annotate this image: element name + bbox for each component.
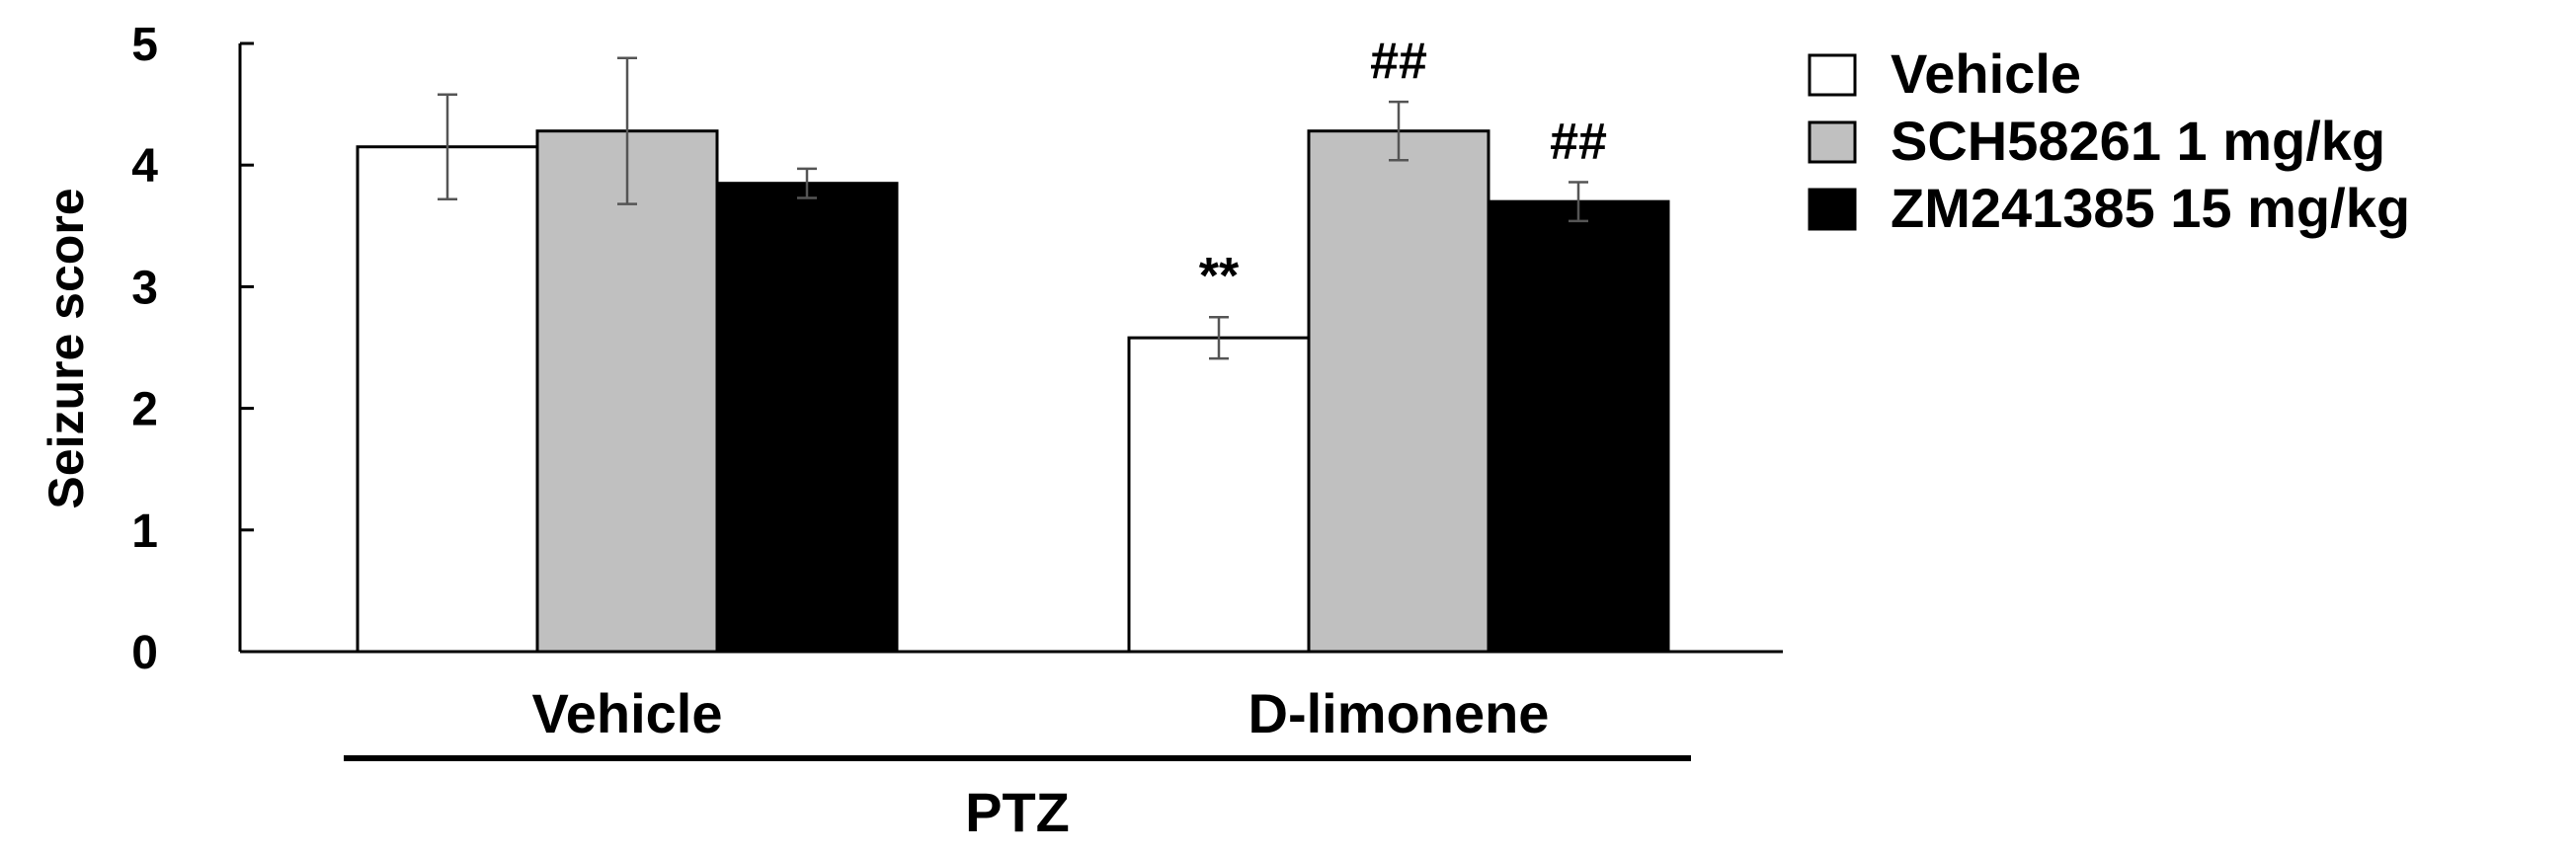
y-axis-title: Seizure score xyxy=(39,188,94,508)
bar xyxy=(356,145,539,654)
y-tick-label: 1 xyxy=(131,505,158,558)
x-category-label: Vehicle xyxy=(531,682,722,744)
legend-swatch xyxy=(1808,188,1857,231)
axes-layer xyxy=(238,43,1783,654)
legend-label: ZM241385 15 mg/kg xyxy=(1891,177,2410,239)
bar xyxy=(715,182,899,654)
bar xyxy=(1127,336,1311,654)
y-tick-label: 3 xyxy=(131,262,158,314)
legend-swatch xyxy=(1808,120,1857,164)
y-tick-label: 5 xyxy=(131,19,158,71)
y-tick-label: 2 xyxy=(131,384,158,436)
legend-swatch xyxy=(1808,53,1857,97)
bar xyxy=(535,129,719,654)
bar xyxy=(1487,199,1670,654)
group-label: PTZ xyxy=(965,781,1070,843)
legend-label: Vehicle xyxy=(1891,42,2081,105)
error-bars-layer xyxy=(438,56,1588,360)
significance-label: ## xyxy=(1550,113,1607,170)
significance-label: ** xyxy=(1199,248,1240,305)
bar xyxy=(1307,129,1490,654)
bars-layer xyxy=(356,129,1670,654)
category-labels: Vehicle D-limonene xyxy=(531,682,1549,744)
y-tick-label: 4 xyxy=(131,140,158,193)
y-ticks: 0 1 2 3 4 5 xyxy=(131,19,254,679)
y-tick-label: 0 xyxy=(131,627,158,679)
x-category-label: D-limonene xyxy=(1248,682,1550,744)
significance-label: ## xyxy=(1370,33,1427,90)
legend-label: SCH58261 1 mg/kg xyxy=(1891,110,2385,172)
annotations: ** ## ## xyxy=(1199,33,1607,305)
